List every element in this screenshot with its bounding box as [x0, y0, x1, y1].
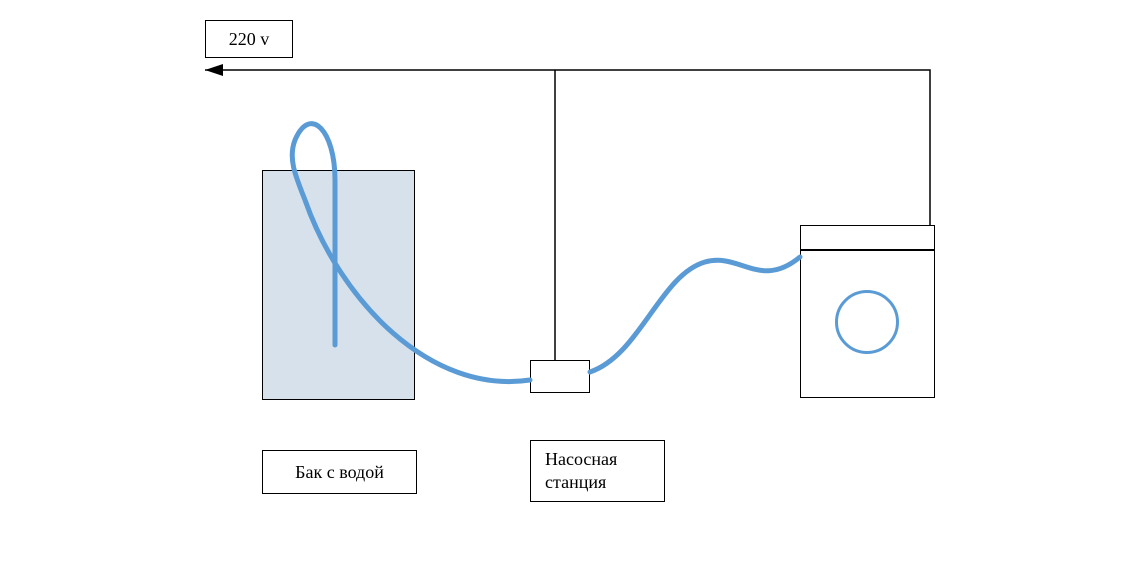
tank-label-text: Бак с водой — [295, 462, 384, 483]
pump-box — [530, 360, 590, 393]
hose-pump-to-washer — [590, 257, 800, 372]
pump-label-line1: Насосная — [545, 448, 617, 471]
voltage-box: 220 v — [205, 20, 293, 58]
tank-label-box: Бак с водой — [262, 450, 417, 494]
washer-top-panel — [800, 225, 935, 250]
voltage-text: 220 v — [229, 29, 270, 50]
washer-drum-icon — [835, 290, 899, 354]
water-tank — [262, 170, 415, 400]
pump-label-box: Насосная станция — [530, 440, 665, 502]
pump-label-line2: станция — [545, 471, 606, 494]
arrow-icon — [205, 64, 223, 76]
